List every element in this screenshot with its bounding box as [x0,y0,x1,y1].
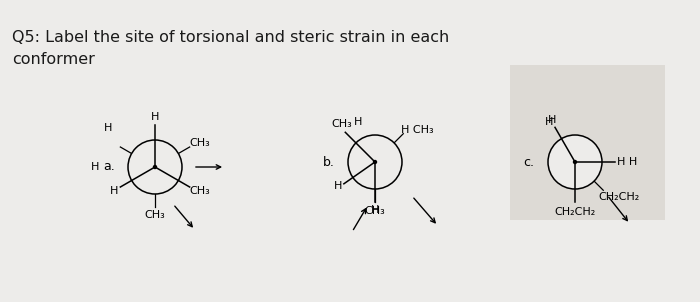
Text: b.: b. [323,156,335,169]
Text: H: H [545,117,553,127]
Text: CH₃: CH₃ [331,119,351,129]
Circle shape [128,140,182,194]
Circle shape [373,160,377,164]
Circle shape [348,135,402,189]
Text: H CH₃: H CH₃ [401,125,433,135]
Text: H: H [334,181,342,191]
Text: c.: c. [523,156,534,169]
Circle shape [153,165,158,169]
Text: H H: H H [617,157,637,167]
Text: Q5: Label the site of torsional and steric strain in each: Q5: Label the site of torsional and ster… [12,30,449,45]
Text: CH₃: CH₃ [189,186,210,196]
Text: H: H [110,186,118,196]
Text: H: H [354,117,362,127]
Text: CH₃: CH₃ [145,210,165,220]
Text: H: H [104,123,112,133]
Text: CH₃: CH₃ [189,138,210,148]
Bar [510,65,665,220]
Text: a.: a. [103,160,115,174]
Circle shape [548,135,602,189]
Text: H: H [150,112,159,122]
Text: CH₂CH₂: CH₂CH₂ [598,192,640,202]
Text: conformer: conformer [12,52,95,67]
Text: CH₃: CH₃ [365,206,386,216]
Text: H: H [91,162,99,172]
Circle shape [573,160,577,164]
Text: H: H [548,115,556,125]
Text: H: H [371,205,379,215]
Text: CH₂CH₂: CH₂CH₂ [554,207,596,217]
